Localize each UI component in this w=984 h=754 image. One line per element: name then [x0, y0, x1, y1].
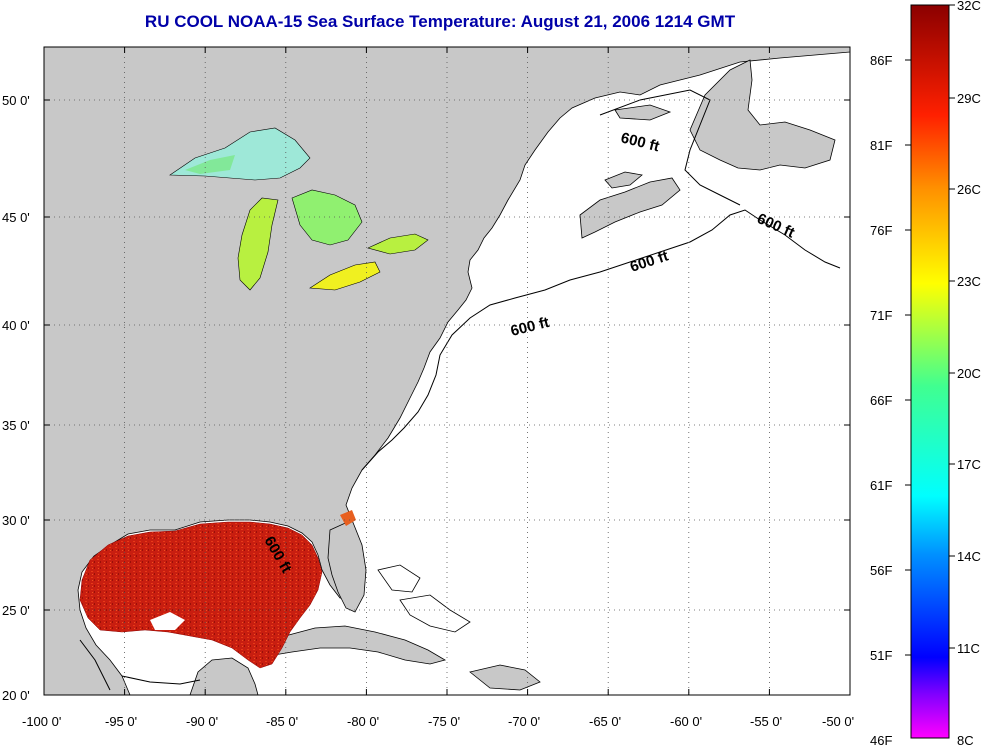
- land-cuba: [257, 625, 447, 665]
- land-hispaniola: [469, 664, 541, 691]
- gulf-sst-gap: [150, 612, 185, 630]
- colorbar-ticks: [905, 4, 955, 656]
- shelf-contour-gulf: [79, 639, 201, 691]
- lon-tick-label: -55 0': [750, 714, 782, 729]
- lon-tick-label: -90 0': [186, 714, 218, 729]
- lat-tick-label: 50 0': [2, 93, 30, 108]
- lat-tick-label: 40 0': [2, 318, 30, 333]
- grid: [44, 47, 850, 695]
- colorbar-c-label: 20C: [957, 366, 981, 381]
- colorbar-c-label: 32C: [957, 0, 981, 13]
- colorbar-f-label: 61F: [870, 478, 892, 493]
- lake-superior-warm: [185, 155, 235, 174]
- shelf-contour-laurentian: [599, 89, 741, 206]
- colorbar-c-label: 17C: [957, 457, 981, 472]
- lake-michigan: [237, 197, 279, 291]
- lon-tick-label: -95 0': [105, 714, 137, 729]
- colorbar-c-label: 8C: [957, 733, 974, 748]
- colorbar-c-label: 26C: [957, 182, 981, 197]
- tick-marks: [44, 47, 850, 695]
- colorbar-c-label: 14C: [957, 549, 981, 564]
- colorbar: [910, 4, 950, 739]
- lon-tick-label: -75 0': [428, 714, 460, 729]
- lon-tick-label: -60 0': [670, 714, 702, 729]
- colorbar-f-label: 76F: [870, 223, 892, 238]
- bahamas-banks: [377, 564, 471, 633]
- colorbar-c-label: 11C: [957, 641, 980, 656]
- lon-tick-label: -85 0': [266, 714, 298, 729]
- lon-tick-label: -65 0': [589, 714, 621, 729]
- florida-warm-spot: [340, 510, 356, 526]
- lon-tick-label: -50 0': [822, 714, 854, 729]
- lat-tick-label: 30 0': [2, 513, 30, 528]
- colorbar-f-label: 46F: [870, 733, 892, 748]
- land-newfoundland: [689, 59, 836, 171]
- colorbar-f-label: 66F: [870, 393, 892, 408]
- colorbar-c-label: 29C: [957, 91, 981, 106]
- colorbar-f-label: 71F: [870, 308, 892, 323]
- land-florida: [327, 519, 367, 613]
- colorbar-f-label: 56F: [870, 563, 892, 578]
- lon-tick-label: -100 0': [22, 714, 61, 729]
- lat-tick-label: 45 0': [2, 210, 30, 225]
- lake-ontario: [367, 233, 429, 255]
- lon-tick-label: -70 0': [508, 714, 540, 729]
- lat-tick-label: 35 0': [2, 418, 30, 433]
- colorbar-f-label: 81F: [870, 138, 892, 153]
- map-title: RU COOL NOAA-15 Sea Surface Temperature:…: [144, 12, 736, 31]
- colorbar-f-label: 51F: [870, 648, 892, 663]
- land-nova-scotia: [579, 177, 681, 239]
- lake-huron: [291, 189, 363, 246]
- land-pei: [604, 171, 643, 189]
- gulf-sst-field: [79, 521, 323, 669]
- colorbar-f-label: 86F: [870, 53, 892, 68]
- lon-tick-label: -80 0': [347, 714, 379, 729]
- land-anticosti: [614, 104, 672, 121]
- land-yucatan: [189, 657, 259, 695]
- colorbar-c-label: 23C: [957, 274, 981, 289]
- shelf-contour-600ft: [361, 209, 841, 471]
- lat-tick-label: 25 0': [2, 603, 30, 618]
- lake-erie: [309, 261, 381, 291]
- lat-tick-label: 20 0': [2, 688, 30, 703]
